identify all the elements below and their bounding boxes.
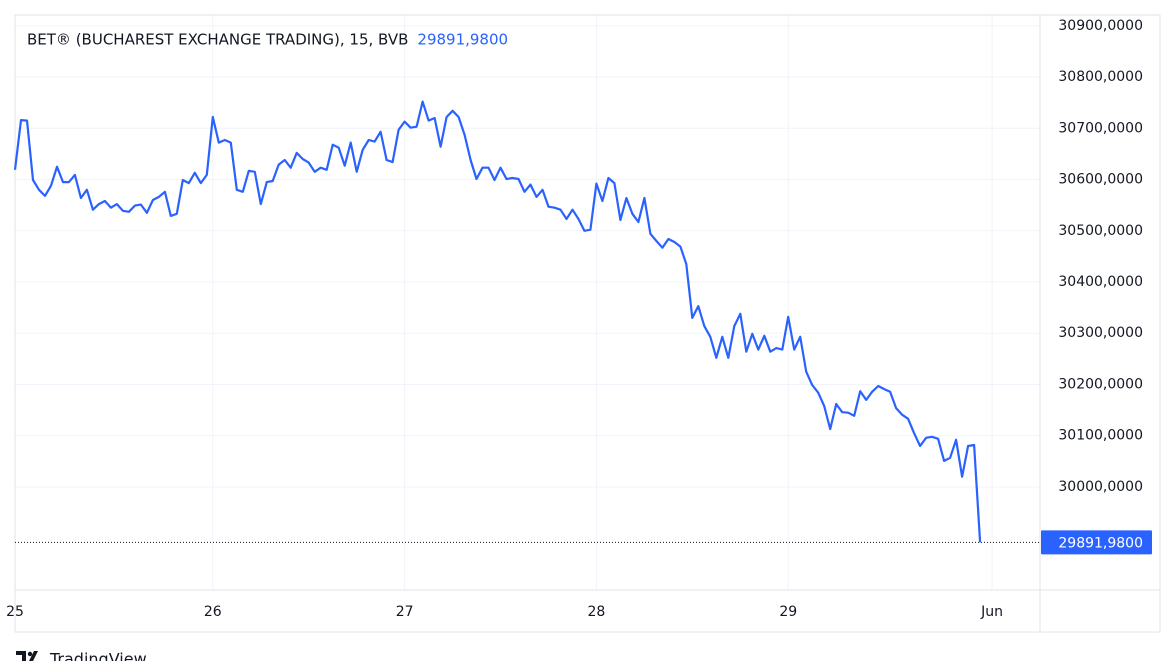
plot xyxy=(13,100,1040,543)
brand-name: TradingView xyxy=(49,650,147,661)
y-tick-label: 30100,0000 xyxy=(1058,428,1143,444)
y-tick-label: 30400,0000 xyxy=(1058,274,1143,290)
chart-frame xyxy=(14,14,1161,633)
y-tick-label: 30000,0000 xyxy=(1058,479,1143,495)
x-tick-label: 29 xyxy=(779,604,797,620)
price-line xyxy=(13,100,982,543)
last-price-label: 29891,9800 xyxy=(1058,535,1143,551)
x-tick-label: Jun xyxy=(980,604,1003,620)
y-tick-label: 30300,0000 xyxy=(1058,325,1143,341)
grid xyxy=(14,15,1040,590)
y-tick-label: 30800,0000 xyxy=(1058,69,1143,85)
y-tick-label: 30700,0000 xyxy=(1058,120,1143,136)
y-tick-label: 30200,0000 xyxy=(1058,376,1143,392)
x-tick-label: 25 xyxy=(6,604,24,620)
x-tick-label: 28 xyxy=(588,604,606,620)
x-tick-label: 26 xyxy=(204,604,222,620)
title-last-value: 29891,9800 xyxy=(417,31,508,49)
y-tick-label: 30500,0000 xyxy=(1058,223,1143,239)
chart-title: BET® (BUCHAREST EXCHANGE TRADING), 15, B… xyxy=(27,31,408,49)
brand-logo xyxy=(16,651,38,661)
x-tick-label: 27 xyxy=(396,604,414,620)
y-tick-label: 30900,0000 xyxy=(1058,18,1143,34)
y-tick-label: 30600,0000 xyxy=(1058,172,1143,188)
last-price-box xyxy=(1041,530,1152,555)
